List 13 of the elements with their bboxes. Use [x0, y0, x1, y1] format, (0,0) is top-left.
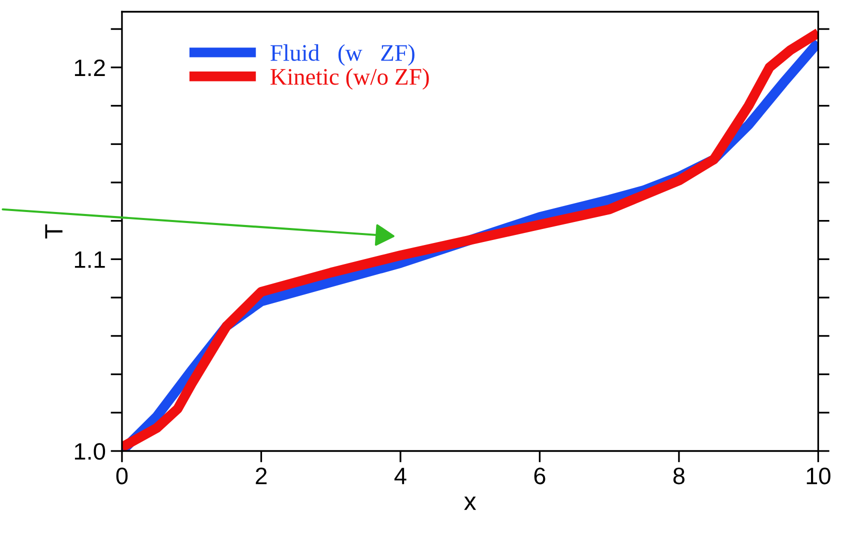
y-axis-title: T — [45, 224, 62, 238]
x-tick-label: 4 — [394, 468, 406, 484]
y-tick-label: 1.0 — [74, 443, 106, 460]
y-tick-label: 1.2 — [74, 59, 105, 76]
x-tick-label: 10 — [806, 468, 830, 484]
legend-label: Fluid (w ZF) — [270, 44, 414, 66]
x-tick-label: 0 — [116, 468, 128, 484]
legend-label: Kinetic (w/o ZF) — [270, 68, 429, 90]
x-tick-label: 8 — [673, 468, 684, 484]
y-tick-label: 1.1 — [74, 252, 105, 268]
x-tick-label: 2 — [256, 468, 267, 484]
x-axis-title: x — [464, 496, 476, 510]
x-tick-label: 6 — [534, 468, 546, 484]
